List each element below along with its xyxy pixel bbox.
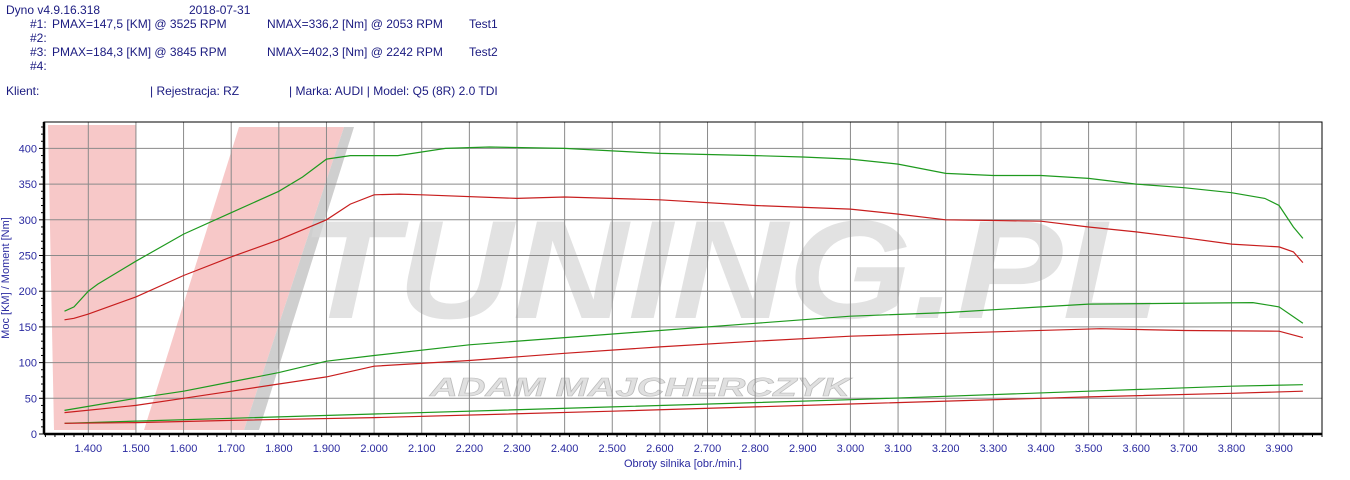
- series-line-test1-torque: [64, 193, 1304, 321]
- run-id: #4:: [30, 59, 47, 73]
- x-tick-label: 3.100: [884, 443, 912, 455]
- y-tick-label: 150: [19, 322, 37, 334]
- y-tick-label: 400: [19, 143, 37, 155]
- x-tick-label: 2.800: [741, 443, 769, 455]
- y-tick-label: 300: [19, 215, 37, 227]
- y-tick-label: 200: [19, 286, 37, 298]
- run-nmax: NMAX=336,2 [Nm] @ 2053 RPM: [267, 17, 443, 31]
- x-tick-label: 3.700: [1170, 443, 1198, 455]
- watermark-subtitle: ADAM MAJCHERCZYK: [429, 372, 854, 402]
- x-tick-label: 3.400: [1027, 443, 1055, 455]
- x-tick-label: 1.700: [217, 443, 245, 455]
- registration: | Rejestracja: RZ: [150, 84, 240, 98]
- x-tick-label: 1.800: [265, 443, 293, 455]
- x-tick-label: 3.300: [980, 443, 1008, 455]
- client-label: Klient:: [6, 84, 40, 98]
- x-tick-label: 2.500: [598, 443, 626, 455]
- x-tick-label: 2.900: [789, 443, 817, 455]
- x-tick-label: 2.100: [408, 443, 436, 455]
- x-tick-label: 1.900: [313, 443, 341, 455]
- watermark-shape: [144, 127, 344, 430]
- run-id: #2:: [30, 31, 47, 45]
- y-tick-label: 100: [19, 358, 37, 370]
- run-id: #3:: [30, 45, 47, 59]
- x-axis-label: Obroty silnika [obr./min.]: [624, 458, 742, 470]
- x-tick-label: 3.800: [1218, 443, 1246, 455]
- x-tick-label: 2.000: [360, 443, 388, 455]
- watermark-shape: [48, 125, 136, 430]
- x-tick-label: 2.600: [646, 443, 674, 455]
- x-tick-label: 3.600: [1122, 443, 1150, 455]
- run-pmax: PMAX=147,5 [KM] @ 3525 RPM: [52, 17, 227, 31]
- run-name: Test1: [469, 17, 498, 31]
- series-line-test2-power: [64, 301, 1304, 411]
- x-tick-label: 3.500: [1075, 443, 1103, 455]
- series-line-test2-torque: [64, 146, 1304, 312]
- run-pmax: PMAX=184,3 [KM] @ 3845 RPM: [52, 45, 227, 59]
- run-id: #1:: [30, 17, 47, 31]
- test-date: 2018-07-31: [189, 3, 251, 17]
- y-tick-label: 350: [19, 179, 37, 191]
- x-tick-label: 3.900: [1265, 443, 1293, 455]
- x-tick-label: 1.500: [122, 443, 150, 455]
- watermark-text: TUNING.PL: [300, 191, 1160, 348]
- series-line-test1-power: [64, 328, 1304, 414]
- x-tick-label: 1.400: [75, 443, 103, 455]
- run-nmax: NMAX=402,3 [Nm] @ 2242 RPM: [267, 45, 443, 59]
- series-line-test2: [64, 384, 1303, 424]
- y-tick-label: 0: [31, 429, 37, 441]
- x-tick-label: 2.200: [456, 443, 484, 455]
- run-name: Test2: [469, 45, 498, 59]
- y-axis-label: Moc [KM] / Moment [Nm]: [0, 217, 12, 339]
- vehicle-info: | Marka: AUDI | Model: Q5 (8R) 2.0 TDI: [289, 84, 498, 98]
- y-tick-label: 50: [25, 393, 37, 405]
- x-tick-label: 1.600: [170, 443, 198, 455]
- x-tick-label: 3.000: [837, 443, 865, 455]
- x-tick-label: 2.400: [551, 443, 579, 455]
- app-version: Dyno v4.9.16.318: [6, 3, 101, 17]
- x-tick-label: 2.300: [503, 443, 531, 455]
- y-tick-label: 250: [19, 251, 37, 263]
- x-tick-label: 3.200: [932, 443, 960, 455]
- series-line-test1: [64, 390, 1303, 424]
- x-tick-label: 2.700: [694, 443, 722, 455]
